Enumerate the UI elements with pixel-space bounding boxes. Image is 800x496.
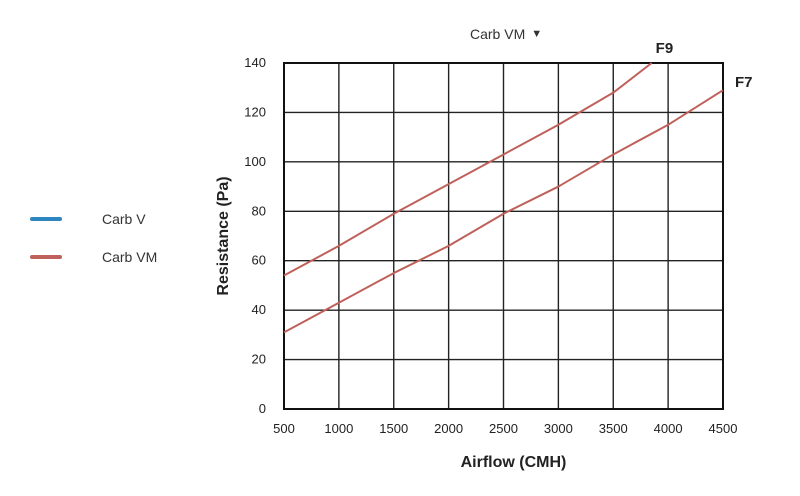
series-line-f7	[283, 89, 724, 334]
x-tick-label: 1500	[379, 421, 408, 436]
product-selector-value: Carb VM	[470, 26, 526, 42]
y-axis-title: Resistance (Pa)	[215, 176, 232, 295]
y-tick-label: 100	[244, 154, 266, 169]
x-tick-label: 2000	[434, 421, 463, 436]
triangle-down-icon: ▼	[531, 28, 543, 40]
x-tick-label: 500	[273, 421, 295, 436]
y-tick-label: 140	[244, 55, 266, 70]
product-selector[interactable]: Carb VM ▼	[470, 26, 542, 42]
x-tick-label: 3500	[599, 421, 628, 436]
plot-frame	[283, 62, 724, 410]
x-tick-label: 4500	[709, 421, 738, 436]
legend-item-carb-v[interactable]: Carb V	[30, 200, 157, 238]
x-axis-title: Airflow (CMH)	[461, 454, 567, 471]
y-tick-label: 0	[259, 401, 266, 416]
x-tick-label: 4000	[654, 421, 683, 436]
legend: Carb V Carb VM	[30, 200, 157, 276]
series-label-f9: F9	[656, 40, 674, 57]
y-tick-label: 40	[252, 302, 266, 317]
y-tick-label: 80	[252, 203, 266, 218]
y-tick-label: 60	[252, 253, 266, 268]
series-line-f9	[283, 62, 653, 277]
legend-label-carb-vm: Carb VM	[102, 249, 158, 265]
series-label-f7: F7	[735, 74, 753, 91]
legend-swatch-carb-v	[30, 217, 62, 221]
y-tick-label: 20	[252, 352, 266, 367]
x-tick-label: 2500	[489, 421, 518, 436]
x-tick-label: 1000	[324, 421, 353, 436]
legend-item-carb-vm[interactable]: Carb VM	[30, 238, 157, 276]
x-tick-label: 3000	[544, 421, 573, 436]
y-tick-label: 120	[244, 104, 266, 119]
legend-label-carb-v: Carb V	[102, 211, 146, 227]
legend-swatch-carb-vm	[30, 255, 62, 259]
